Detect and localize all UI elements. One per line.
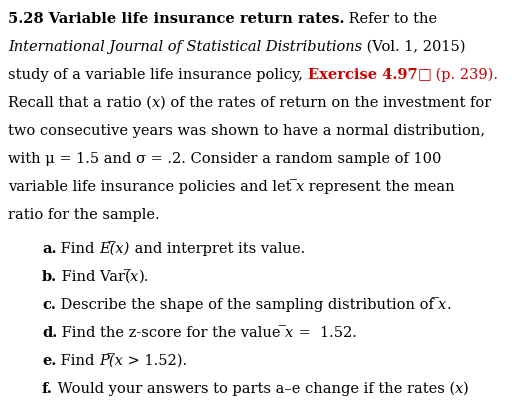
Text: =  1.52.: = 1.52. — [294, 326, 356, 340]
Text: Recall that a ratio (: Recall that a ratio ( — [8, 96, 152, 110]
Text: study of a variable life insurance policy,: study of a variable life insurance polic… — [8, 68, 307, 82]
Text: ̅x: ̅x — [285, 326, 294, 340]
Text: Exercise 4.97: Exercise 4.97 — [307, 68, 417, 82]
Text: Find the z-score for the value: Find the z-score for the value — [57, 326, 285, 340]
Text: ratio for the sample.: ratio for the sample. — [8, 208, 160, 222]
Text: E(̅x): E(̅x) — [99, 242, 130, 256]
Text: and interpret its value.: and interpret its value. — [130, 242, 305, 256]
Text: x: x — [152, 96, 160, 110]
Text: □: □ — [417, 68, 431, 82]
Text: with μ = 1.5 and σ = .2. Consider a random sample of 100: with μ = 1.5 and σ = .2. Consider a rand… — [8, 152, 441, 166]
Text: ̅x: ̅x — [296, 180, 304, 194]
Text: Describe the shape of the sampling distribution of: Describe the shape of the sampling distr… — [56, 298, 438, 312]
Text: 5.28 Variable life insurance return rates.: 5.28 Variable life insurance return rate… — [8, 12, 345, 26]
Text: Find Var(: Find Var( — [57, 270, 131, 284]
Text: e.: e. — [42, 354, 56, 368]
Text: Refer to the: Refer to the — [345, 12, 438, 26]
Text: (Vol. 1, 2015): (Vol. 1, 2015) — [362, 40, 466, 54]
Text: variable life insurance policies and let: variable life insurance policies and let — [8, 180, 296, 194]
Text: ̅x: ̅x — [131, 270, 139, 284]
Text: two consecutive years was shown to have a normal distribution,: two consecutive years was shown to have … — [8, 124, 485, 138]
Text: P(̅x: P(̅x — [99, 354, 123, 368]
Text: f.: f. — [42, 382, 53, 396]
Text: ).: ). — [139, 270, 149, 284]
Text: Find: Find — [56, 354, 99, 368]
Text: c.: c. — [42, 298, 56, 312]
Text: Find: Find — [57, 242, 99, 256]
Text: Would your answers to parts a–e change if the rates (: Would your answers to parts a–e change i… — [53, 382, 455, 396]
Text: ): ) — [464, 382, 469, 396]
Text: ̅x: ̅x — [438, 298, 447, 312]
Text: > 1.52).: > 1.52). — [123, 354, 187, 368]
Text: a.: a. — [42, 242, 57, 256]
Text: International Journal of Statistical Distributions: International Journal of Statistical Dis… — [8, 40, 362, 54]
Text: b.: b. — [42, 270, 57, 284]
Text: d.: d. — [42, 326, 57, 340]
Text: .: . — [447, 298, 451, 312]
Text: (p. 239).: (p. 239). — [431, 68, 498, 82]
Text: represent the mean: represent the mean — [304, 180, 455, 194]
Text: ) of the rates of return on the investment for: ) of the rates of return on the investme… — [160, 96, 491, 110]
Text: x: x — [455, 382, 464, 396]
